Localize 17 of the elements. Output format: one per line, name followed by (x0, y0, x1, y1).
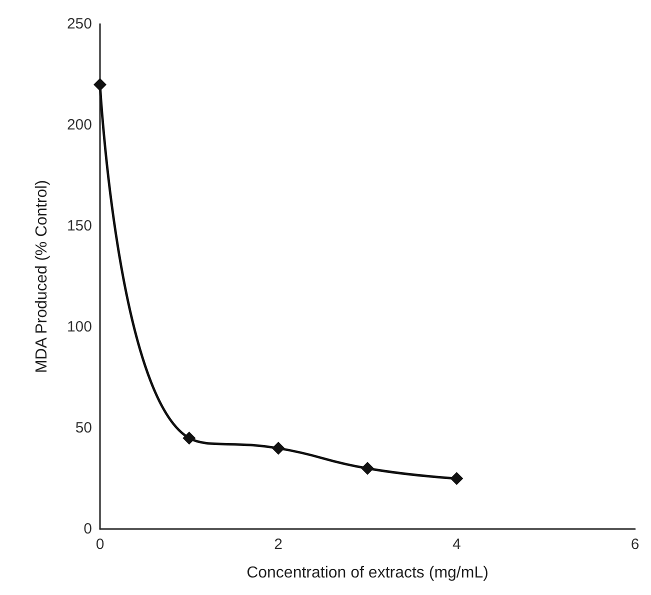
y-tick-label: 150 (66, 218, 92, 234)
x-tick-label: 0 (96, 536, 104, 553)
point (182, 432, 196, 445)
x-tick-label: 2 (274, 536, 283, 553)
point (94, 78, 106, 92)
point (450, 472, 464, 485)
y-axis-title: MDA Produced (% Control) (34, 180, 50, 373)
point (272, 442, 285, 455)
y-tick-label: 50 (75, 420, 92, 436)
x-tick-label: 6 (630, 536, 640, 553)
point (361, 462, 374, 475)
y-tick-label: 200 (66, 116, 92, 134)
y-tick-label: 0 (84, 520, 92, 538)
x-axis-title: Concentration of extracts (mg/mL) (246, 564, 488, 582)
y-tick-label: 250 (66, 16, 92, 32)
x-tick-label: 4 (452, 536, 461, 553)
y-tick-label: 100 (66, 318, 92, 336)
